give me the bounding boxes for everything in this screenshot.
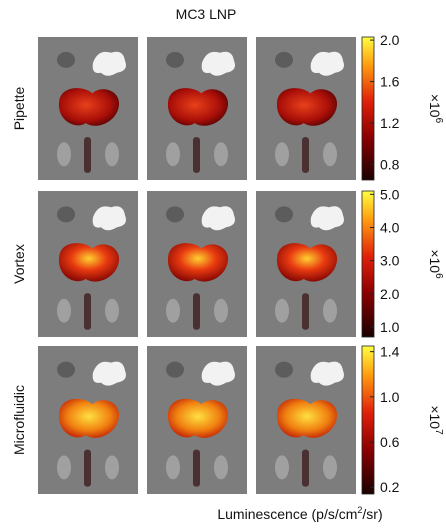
colorbar-multiplier: ×107 xyxy=(427,405,444,435)
organ-kidney xyxy=(57,455,71,480)
multiplier-exponent: 6 xyxy=(433,118,444,124)
multiplier-exponent: 7 xyxy=(433,429,444,435)
organ-heart xyxy=(166,51,184,68)
colorbar-tick-label: 2.0 xyxy=(380,32,400,48)
organ-kidney xyxy=(275,455,289,480)
organ-heart xyxy=(275,51,293,68)
organ-spleen xyxy=(302,293,309,330)
organ-liver xyxy=(58,398,120,438)
colorbar-tick-label: 4.0 xyxy=(380,220,400,236)
organ-kidney xyxy=(166,142,180,167)
organ-spleen xyxy=(193,137,200,173)
organ-kidney xyxy=(166,455,180,480)
organ-liver xyxy=(167,398,229,438)
organ-lung xyxy=(92,206,126,231)
organ-kidney xyxy=(214,455,228,480)
organ-heart xyxy=(57,51,75,68)
organ-kidney xyxy=(166,298,180,323)
organ-spleen xyxy=(84,137,91,173)
organ-kidney xyxy=(105,298,119,323)
organ-liver xyxy=(58,243,120,282)
organ-heart xyxy=(166,361,184,378)
organ-kidney xyxy=(275,298,289,323)
colorbar-label-sup: 2 xyxy=(357,505,362,515)
organ-kidney xyxy=(105,455,119,480)
colorbar-tick-label: 0.6 xyxy=(380,434,400,450)
organ-spleen xyxy=(84,293,91,330)
organ-spleen xyxy=(302,449,309,487)
organ-spleen xyxy=(193,449,200,487)
colorbar-multiplier: ×106 xyxy=(427,249,444,279)
organ-kidney xyxy=(214,298,228,323)
organ-lung xyxy=(310,361,344,386)
organ-lung xyxy=(92,361,126,386)
colorbar xyxy=(361,345,375,495)
colorbar-tick-label: 1.4 xyxy=(380,344,400,360)
colorbar-tick-label: 1.2 xyxy=(380,115,400,131)
colorbar xyxy=(361,36,375,181)
multiplier-exponent: 6 xyxy=(433,273,444,279)
multiplier-base: ×10 xyxy=(427,249,443,273)
organ-heart xyxy=(166,206,184,223)
organ-kidney xyxy=(323,142,337,167)
organ-heart xyxy=(57,206,75,223)
organ-spleen xyxy=(302,137,309,173)
organ-kidney xyxy=(275,142,289,167)
organ-heart xyxy=(275,206,293,223)
organ-kidney xyxy=(57,142,71,167)
organ-liver xyxy=(167,88,229,126)
organ-heart xyxy=(275,361,293,378)
colorbar-tick-label: 3.0 xyxy=(380,253,400,269)
organ-lung xyxy=(92,51,126,76)
colorbar-tick-label: 1.6 xyxy=(380,74,400,90)
colorbar-tick-label: 5.0 xyxy=(380,186,400,202)
image-grid xyxy=(38,37,356,494)
organ-kidney xyxy=(105,142,119,167)
colorbar-tick-label: 0.2 xyxy=(380,479,400,495)
colorbar-label-text: Luminescence (p/s/cm xyxy=(217,506,357,522)
organ-spleen xyxy=(193,293,200,330)
colorbar-multiplier: ×106 xyxy=(427,94,444,124)
colorbar-tick-label: 0.8 xyxy=(380,156,400,172)
organ-liver xyxy=(276,243,338,282)
row-label: Vortex xyxy=(11,244,27,284)
organ-lung xyxy=(201,51,235,76)
multiplier-base: ×10 xyxy=(427,405,443,429)
organ-kidney xyxy=(57,298,71,323)
organ-lung xyxy=(310,51,344,76)
colorbar-tick-label: 2.0 xyxy=(380,286,400,302)
colorbar-tick-label: 1.0 xyxy=(380,389,400,405)
figure-title: MC3 LNP xyxy=(176,6,237,22)
row-label: Pipette xyxy=(11,86,27,130)
organ-lung xyxy=(201,361,235,386)
organ-heart xyxy=(57,361,75,378)
organ-liver xyxy=(167,243,229,282)
colorbar-label: Luminescence (p/s/cm2/sr) xyxy=(217,505,382,522)
organ-spleen xyxy=(84,449,91,487)
organ-kidney xyxy=(323,455,337,480)
colorbar-tick-label: 1.0 xyxy=(380,319,400,335)
organ-lung xyxy=(310,206,344,231)
organ-liver xyxy=(276,398,338,438)
organ-kidney xyxy=(323,298,337,323)
organ-liver xyxy=(58,88,120,126)
multiplier-base: ×10 xyxy=(427,94,443,118)
organ-liver xyxy=(276,88,338,126)
organ-lung xyxy=(201,206,235,231)
colorbar xyxy=(361,190,375,338)
row-label: Microfluidic xyxy=(11,385,27,455)
organ-kidney xyxy=(214,142,228,167)
colorbar-label-suffix: /sr) xyxy=(362,506,382,522)
